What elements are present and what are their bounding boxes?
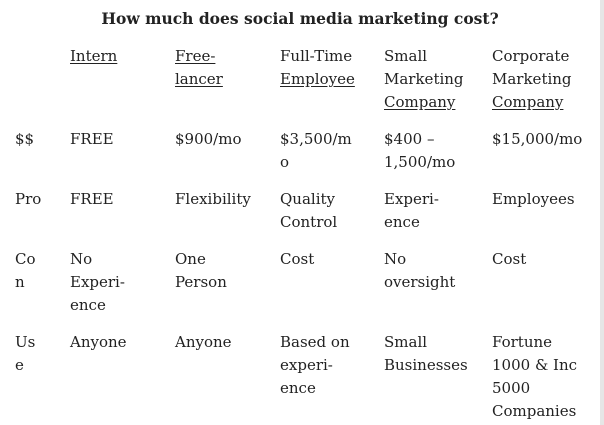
table-cell: $900/mo [175,128,241,151]
row-label-use: Us e [15,331,35,377]
row-label-line: e [15,356,24,374]
cell-line: $15,000/mo [492,130,583,148]
cell-line: Employees [492,190,575,208]
cell-line: FREE [70,190,114,208]
cell-line: 1,500/mo [384,153,456,171]
table-cell: Cost [280,248,314,271]
cell-line: Cost [492,250,527,268]
row-label-line: Pro [15,190,42,208]
cell-line: $3,500/m [280,130,352,148]
row-label-con: Co n [15,248,36,294]
cell-line: No [384,250,407,268]
cell-line: ence [280,379,316,397]
table-cell: No oversight [384,248,455,294]
cell-line: oversight [384,273,456,291]
cell-line: Quality [280,190,335,208]
column-header-line: Free- [175,47,216,65]
table-cell: FREE [70,128,114,151]
cell-line: No [70,250,93,268]
cell-line: ence [70,296,106,314]
column-header-intern: Intern [70,45,117,68]
column-header-line: Intern [70,47,118,65]
column-header-line: Company [384,93,456,111]
cell-line: ence [384,213,420,231]
cell-line: o [280,153,290,171]
cell-line: One [175,250,206,268]
column-header-line: Marketing [492,70,572,88]
cell-line: Flexibility [175,190,251,208]
cell-line: FREE [70,130,114,148]
table-cell: Experi- ence [384,188,439,234]
column-header-line: Company [492,93,564,111]
table-cell: One Person [175,248,227,294]
cell-line: Based on [280,333,350,351]
cell-line: Person [175,273,227,291]
cell-line: Anyone [175,333,232,351]
cell-line: $400 – [384,130,435,148]
column-header-corporate-marketing-company: Corporate Marketing Company [492,45,572,114]
cell-line: Companies [492,402,577,420]
table-cell: Flexibility [175,188,251,211]
column-header-freelancer: Free- lancer [175,45,223,91]
table-cell: Fortune 1000 & Inc 5000 Companies [492,331,577,423]
table-cell: Anyone [175,331,232,354]
row-label-cost: $$ [15,128,34,151]
column-header-full-time-employee: Full-Time Employee [280,45,355,91]
column-header-small-marketing-company: Small Marketing Company [384,45,464,114]
row-label-line: Us [15,333,36,351]
cell-line: 5000 [492,379,531,397]
cell-line: Businesses [384,356,468,374]
column-header-line: Full-Time [280,47,353,65]
cell-line: Small [384,333,428,351]
column-header-line: Small [384,47,428,65]
table-cell: $3,500/m o [280,128,352,174]
cell-line: Experi- [70,273,125,291]
cell-line: $900/mo [175,130,242,148]
cell-line: 1000 & Inc [492,356,578,374]
table-cell: Employees [492,188,575,211]
row-label-line: $$ [15,130,35,148]
table-cell: Based on experi- ence [280,331,350,400]
cell-line: Fortune [492,333,553,351]
cell-line: experi- [280,356,333,374]
table-cell: FREE [70,188,114,211]
table-title: How much does social media marketing cos… [101,9,499,28]
row-label-line: Co [15,250,36,268]
column-header-line: Marketing [384,70,464,88]
column-header-line: Corporate [492,47,570,65]
table-cell: Anyone [70,331,127,354]
vertical-scrollbar[interactable] [600,0,604,425]
cell-line: Cost [280,250,315,268]
table-cell: No Experi- ence [70,248,125,317]
row-label-line: n [15,273,25,291]
table-cell: Small Businesses [384,331,468,377]
row-label-pro: Pro [15,188,41,211]
cell-line: Experi- [384,190,439,208]
table-cell: Quality Control [280,188,337,234]
column-header-line: lancer [175,70,223,88]
cell-line: Anyone [70,333,127,351]
table-cell: $400 – 1,500/mo [384,128,455,174]
column-header-line: Employee [280,70,355,88]
table-cell: $15,000/mo [492,128,582,151]
cell-line: Control [280,213,338,231]
table-cell: Cost [492,248,526,271]
